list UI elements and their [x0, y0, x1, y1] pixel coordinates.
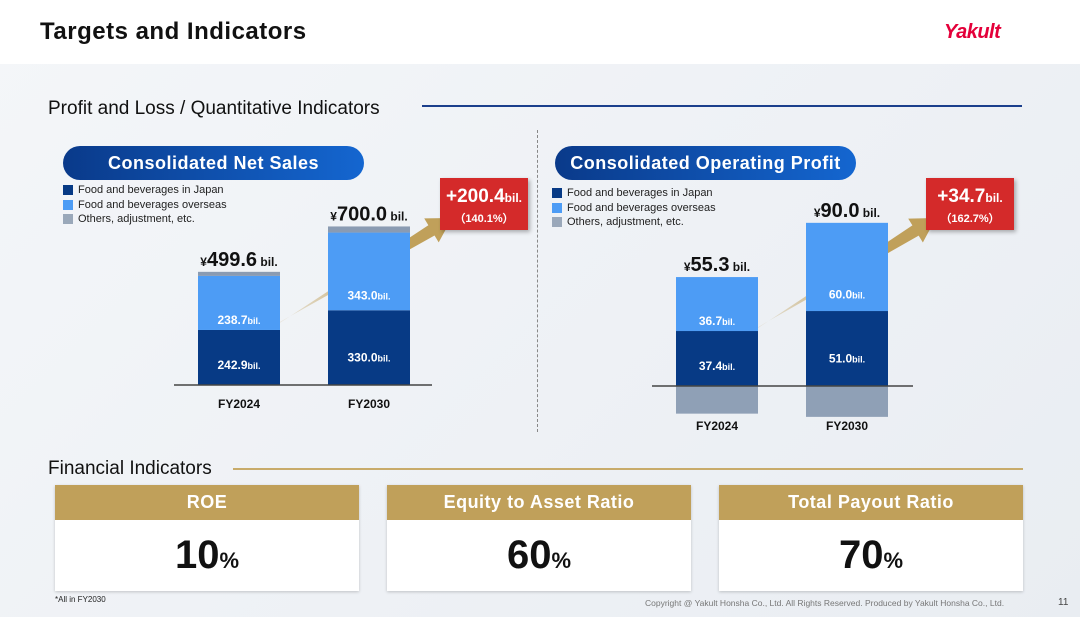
indicator-card-roe: ROE 10%	[55, 485, 359, 591]
bar-value-label: 36.7bil.	[699, 314, 735, 328]
indicator-card-payout: Total Payout Ratio 70%	[719, 485, 1023, 591]
legend-sales: Food and beverages in Japan Food and bev…	[63, 183, 227, 227]
delta-box-profit: +34.7bil. （162.7%）	[926, 178, 1014, 230]
bar-value-label: 51.0bil.	[829, 352, 865, 366]
bar-value-label: 343.0bil.	[347, 289, 390, 303]
swatch	[63, 185, 73, 196]
legend-item: Food and beverages overseas	[63, 198, 227, 213]
legend-item: Food and beverages overseas	[552, 201, 716, 216]
section-title-pl: Profit and Loss / Quantitative Indicator…	[48, 98, 380, 119]
bar-segment	[328, 226, 410, 233]
copyright: Copyright @ Yakult Honsha Co., Ltd. All …	[645, 598, 1005, 608]
bar-segment	[328, 310, 410, 385]
bar-segment	[676, 331, 758, 386]
bar-segment	[198, 329, 280, 385]
section-title-fin: Financial Indicators	[48, 458, 212, 479]
bar-segment-negative	[806, 386, 888, 417]
header: Targets and Indicators Yakult	[0, 0, 1080, 64]
legend-profit: Food and beverages in Japan Food and bev…	[552, 186, 716, 230]
divider	[422, 105, 1022, 107]
total-label: ¥499.6 bil.	[200, 249, 277, 271]
category-label: FY2024	[218, 397, 260, 411]
bar-value-label: 60.0bil.	[829, 287, 865, 301]
legend-item: Others, adjustment, etc.	[552, 215, 716, 230]
bar-segment	[806, 222, 888, 312]
bar-segment-negative	[676, 386, 758, 414]
bar-value-label: 37.4bil.	[699, 359, 735, 373]
page-title: Targets and Indicators	[40, 18, 307, 45]
total-label: ¥700.0 bil.	[330, 203, 407, 225]
bar-value-label: 238.7bil.	[217, 313, 260, 327]
swatch	[63, 214, 73, 225]
swatch	[552, 202, 562, 213]
swatch	[552, 188, 562, 199]
swatch	[552, 217, 562, 228]
chart-title-profit: Consolidated Operating Profit	[555, 146, 856, 180]
bar-value-label: 330.0bil.	[347, 351, 390, 365]
footnote: *All in FY2030	[55, 595, 106, 604]
bar-segment	[328, 232, 410, 311]
legend-item: Others, adjustment, etc.	[63, 212, 227, 227]
divider	[233, 468, 1023, 470]
category-label: FY2024	[696, 419, 738, 433]
delta-box-sales: +200.4bil. （140.1%）	[440, 178, 528, 230]
bar-segment	[806, 311, 888, 386]
bar-segment	[198, 271, 280, 276]
chart-title-sales: Consolidated Net Sales	[63, 146, 364, 180]
bar-segment	[198, 275, 280, 330]
category-label: FY2030	[826, 419, 868, 433]
bar-value-label: 242.9bil.	[217, 358, 260, 372]
legend-item: Food and beverages in Japan	[63, 183, 227, 198]
total-label: ¥90.0 bil.	[814, 200, 880, 222]
swatch	[63, 199, 73, 210]
total-label: ¥55.3 bil.	[684, 254, 750, 276]
indicator-card-equity: Equity to Asset Ratio 60%	[387, 485, 691, 591]
chart-divider	[537, 130, 538, 432]
bar-segment	[676, 277, 758, 332]
legend-item: Food and beverages in Japan	[552, 186, 716, 201]
yakult-logo: Yakult	[944, 21, 1001, 43]
category-label: FY2030	[348, 397, 390, 411]
page-number: 11	[1058, 597, 1069, 608]
